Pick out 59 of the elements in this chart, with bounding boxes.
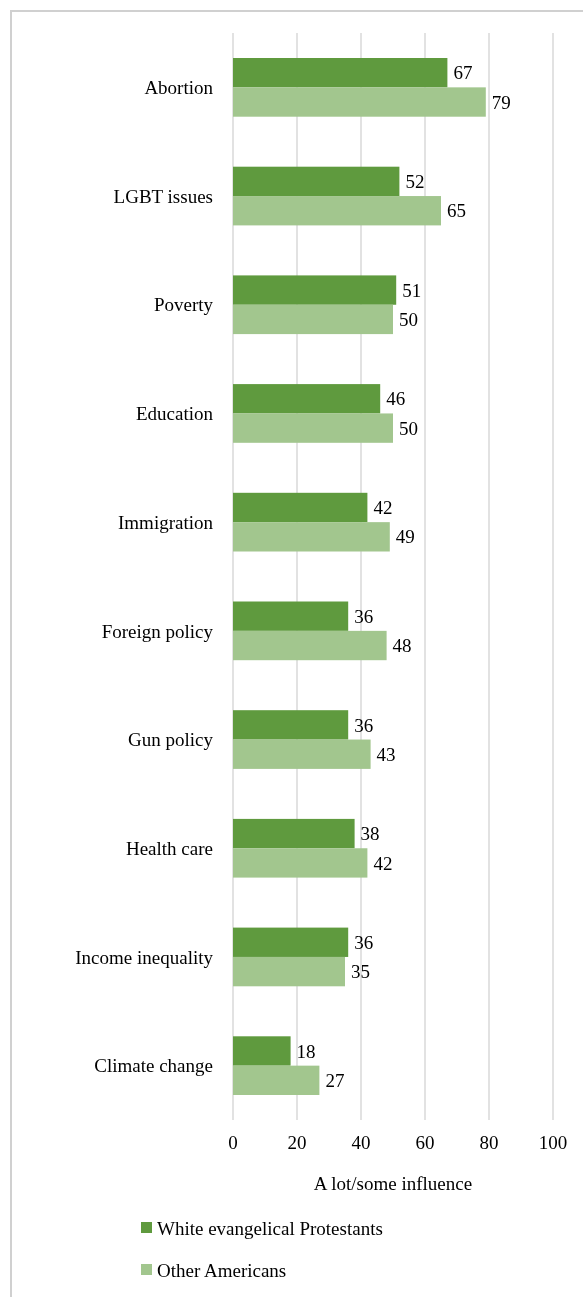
x-tick-label: 80 bbox=[479, 1132, 499, 1153]
data-label: 79 bbox=[491, 91, 511, 113]
bar bbox=[233, 1065, 320, 1095]
x-tick-label: 20 bbox=[287, 1132, 307, 1153]
data-label: 50 bbox=[399, 417, 418, 439]
y-tick-label: Gun policy bbox=[128, 729, 214, 751]
bar bbox=[233, 710, 349, 740]
data-label: 51 bbox=[402, 279, 422, 301]
legend-label: White evangelical Protestants bbox=[157, 1217, 383, 1239]
data-label: 43 bbox=[376, 743, 396, 765]
bar bbox=[233, 522, 390, 552]
data-label: 48 bbox=[392, 635, 412, 657]
bar bbox=[233, 739, 371, 769]
data-label: 67 bbox=[453, 62, 473, 84]
bar bbox=[233, 166, 400, 197]
x-axis-title: A lot/some influence bbox=[313, 1173, 473, 1194]
y-tick-label: Immigration bbox=[118, 511, 214, 533]
bar bbox=[233, 304, 393, 335]
data-label: 42 bbox=[373, 852, 393, 874]
data-label: 49 bbox=[395, 526, 415, 548]
data-label: 42 bbox=[373, 497, 393, 519]
bar bbox=[233, 87, 486, 117]
bar bbox=[233, 927, 349, 957]
bar bbox=[233, 601, 349, 631]
y-tick-label: Foreign policy bbox=[101, 620, 214, 642]
data-label: 52 bbox=[405, 171, 425, 193]
y-tick-label: LGBT issues bbox=[113, 185, 213, 207]
bar bbox=[233, 384, 381, 414]
legend-label: Other Americans bbox=[157, 1259, 287, 1281]
x-tick-label: 60 bbox=[415, 1132, 435, 1153]
bar bbox=[233, 1036, 291, 1066]
data-label: 65 bbox=[447, 200, 466, 222]
y-tick-label: Poverty bbox=[153, 294, 214, 316]
x-tick-label: 100 bbox=[538, 1132, 568, 1153]
y-tick-label: Education bbox=[135, 403, 214, 425]
bar bbox=[233, 58, 448, 88]
y-tick-label: Climate change bbox=[94, 1055, 213, 1077]
bar bbox=[233, 275, 397, 305]
bar bbox=[233, 848, 368, 878]
bar bbox=[233, 630, 387, 661]
bar bbox=[233, 413, 393, 443]
data-label: 18 bbox=[296, 1040, 316, 1062]
bar bbox=[233, 196, 441, 226]
data-label: 35 bbox=[351, 961, 370, 983]
x-tick-label: 40 bbox=[351, 1132, 371, 1153]
data-label: 46 bbox=[386, 388, 406, 410]
data-label: 27 bbox=[325, 1069, 345, 1091]
y-tick-label: Income inequality bbox=[75, 946, 214, 968]
bar bbox=[233, 818, 355, 849]
data-label: 36 bbox=[354, 714, 374, 736]
data-label: 38 bbox=[360, 823, 380, 845]
y-tick-label: Abortion bbox=[144, 77, 214, 98]
y-tick-label: Health care bbox=[125, 837, 213, 859]
data-label: 50 bbox=[399, 309, 418, 331]
data-label: 36 bbox=[354, 931, 374, 953]
x-tick-label: 0 bbox=[228, 1132, 238, 1153]
bar bbox=[233, 956, 345, 987]
bar bbox=[233, 492, 368, 523]
data-label: 36 bbox=[354, 605, 374, 627]
